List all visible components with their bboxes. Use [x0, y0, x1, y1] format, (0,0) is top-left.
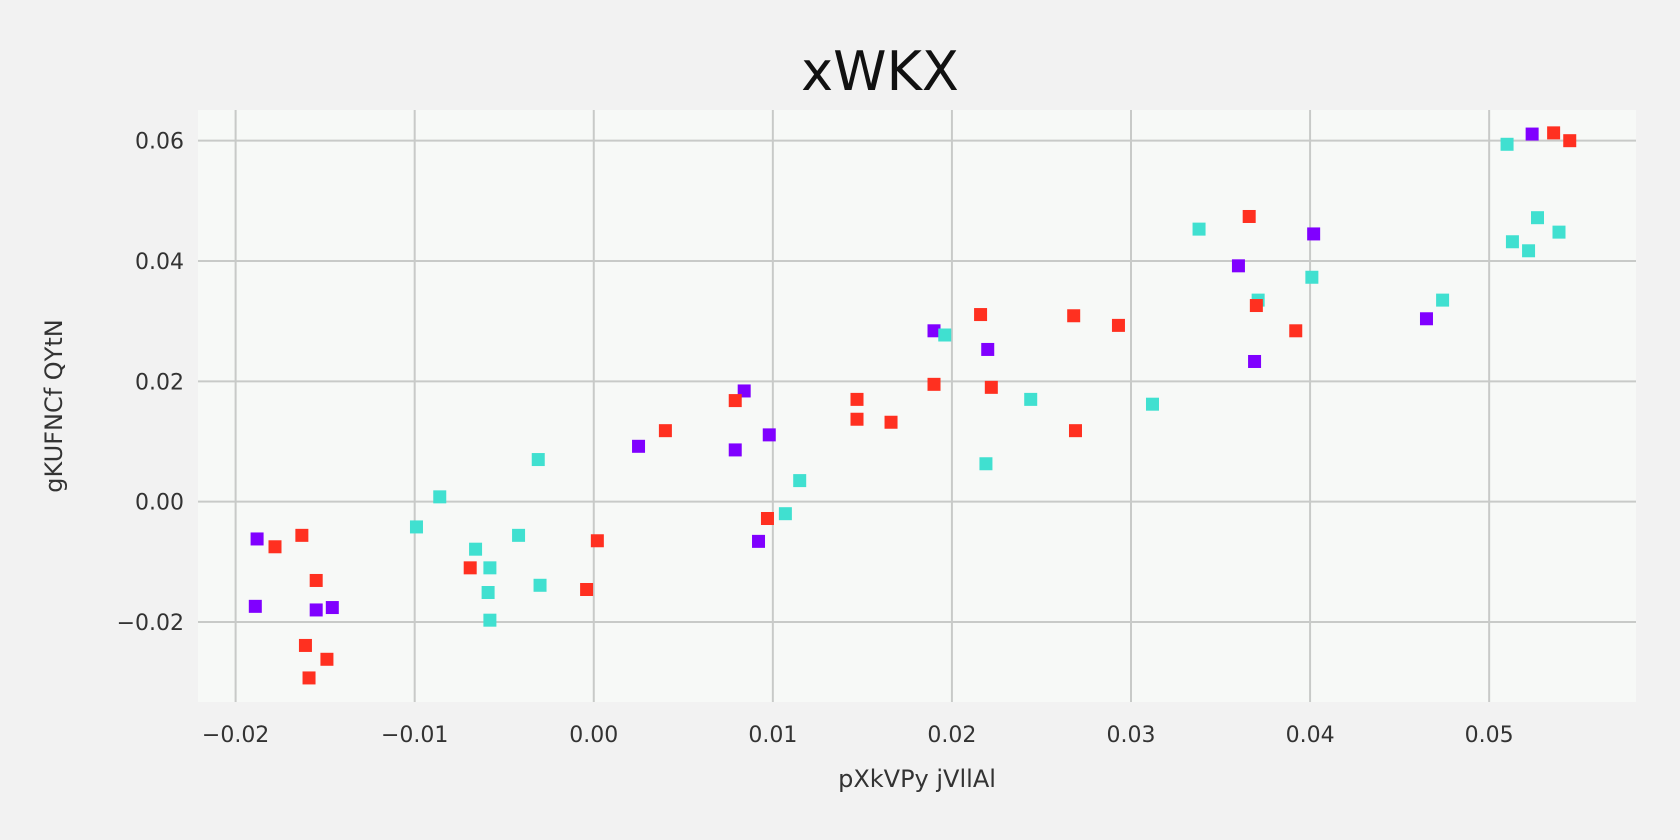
data-point-series-2	[1522, 244, 1536, 258]
data-point-series-1	[927, 324, 941, 338]
data-point-series-1	[1307, 227, 1321, 241]
data-point-series-2	[512, 528, 526, 542]
data-point-series-2	[938, 328, 952, 342]
data-point-series-3	[1547, 126, 1561, 140]
data-point-series-2	[1436, 293, 1450, 307]
data-point-series-3	[320, 652, 334, 666]
grid-lines	[198, 110, 1636, 702]
data-point-series-3	[1249, 299, 1263, 313]
data-point-series-2	[778, 507, 792, 521]
data-point-series-3	[580, 582, 594, 596]
data-point-series-3	[850, 412, 864, 426]
data-point-series-3	[302, 671, 316, 685]
data-point-series-1	[248, 599, 262, 613]
data-points	[248, 126, 1577, 685]
data-point-series-3	[658, 424, 672, 438]
data-point-series-1	[762, 428, 776, 442]
x-tick-label: 0.00	[569, 723, 618, 748]
x-tick-label: 0.03	[1107, 723, 1156, 748]
data-point-series-1	[752, 534, 766, 548]
data-point-series-3	[1563, 134, 1577, 148]
data-point-series-3	[1242, 209, 1256, 223]
data-point-series-2	[1531, 211, 1545, 225]
data-point-series-1	[632, 439, 646, 453]
y-tick-label: −0.02	[117, 611, 184, 636]
data-point-series-2	[469, 542, 483, 556]
plot-area	[198, 110, 1636, 702]
x-tick-label: −0.02	[202, 723, 269, 748]
y-tick-label: 0.06	[135, 130, 184, 155]
data-point-series-1	[1525, 127, 1539, 141]
y-tick-label: 0.00	[135, 491, 184, 516]
data-point-series-3	[1111, 318, 1125, 332]
y-tick-label: 0.02	[135, 370, 184, 395]
data-point-series-3	[268, 540, 282, 554]
data-point-series-2	[409, 520, 423, 534]
y-axis-ticks: −0.02 0.00 0.02 0.04 0.06	[117, 130, 184, 636]
data-point-series-2	[1305, 270, 1319, 284]
data-point-series-2	[979, 457, 993, 471]
x-axis-ticks: −0.02 −0.01 0.00 0.01 0.02 0.03 0.04 0.05	[202, 723, 1514, 748]
data-point-series-3	[1067, 309, 1081, 323]
data-point-series-1	[981, 342, 995, 356]
x-tick-label: 0.02	[927, 723, 976, 748]
data-point-series-3	[884, 415, 898, 429]
y-axis-label: gKUFNCf QYtN	[40, 319, 68, 492]
data-point-series-1	[1231, 259, 1245, 273]
data-point-series-2	[793, 474, 807, 488]
data-point-series-2	[531, 453, 545, 467]
data-point-series-2	[481, 586, 495, 600]
data-point-series-3	[298, 638, 312, 652]
data-point-series-3	[984, 380, 998, 394]
data-point-series-2	[533, 578, 547, 592]
data-point-series-3	[1068, 424, 1082, 438]
data-point-series-3	[295, 528, 309, 542]
data-point-series-2	[483, 613, 497, 627]
data-point-series-3	[760, 512, 774, 526]
data-point-series-3	[309, 573, 323, 587]
data-point-series-1	[1419, 312, 1433, 326]
data-point-series-1	[728, 443, 742, 457]
data-point-series-2	[1192, 222, 1206, 236]
data-point-series-2	[1024, 392, 1038, 406]
data-point-series-3	[850, 392, 864, 406]
x-tick-label: 0.04	[1286, 723, 1335, 748]
data-point-series-2	[1505, 235, 1519, 249]
data-point-series-1	[325, 601, 339, 615]
data-point-series-3	[463, 561, 477, 575]
x-tick-label: −0.01	[381, 723, 448, 748]
x-axis-label: pXkVPy jVllAl	[838, 765, 996, 793]
data-point-series-3	[728, 394, 742, 408]
data-point-series-3	[974, 308, 988, 322]
data-point-series-3	[927, 377, 941, 391]
data-point-series-1	[250, 532, 264, 546]
x-tick-label: 0.01	[748, 723, 797, 748]
data-point-series-2	[1145, 397, 1159, 411]
data-point-series-3	[590, 534, 604, 548]
data-point-series-3	[1289, 324, 1303, 338]
data-point-series-2	[483, 561, 497, 575]
chart-title: xWKX	[801, 40, 959, 103]
x-tick-label: 0.05	[1465, 723, 1514, 748]
y-tick-label: 0.04	[135, 250, 184, 275]
data-point-series-2	[1552, 225, 1566, 239]
data-point-series-1	[1248, 354, 1262, 368]
data-point-series-1	[309, 603, 323, 617]
data-point-series-2	[433, 490, 447, 504]
data-point-series-2	[1500, 137, 1514, 151]
